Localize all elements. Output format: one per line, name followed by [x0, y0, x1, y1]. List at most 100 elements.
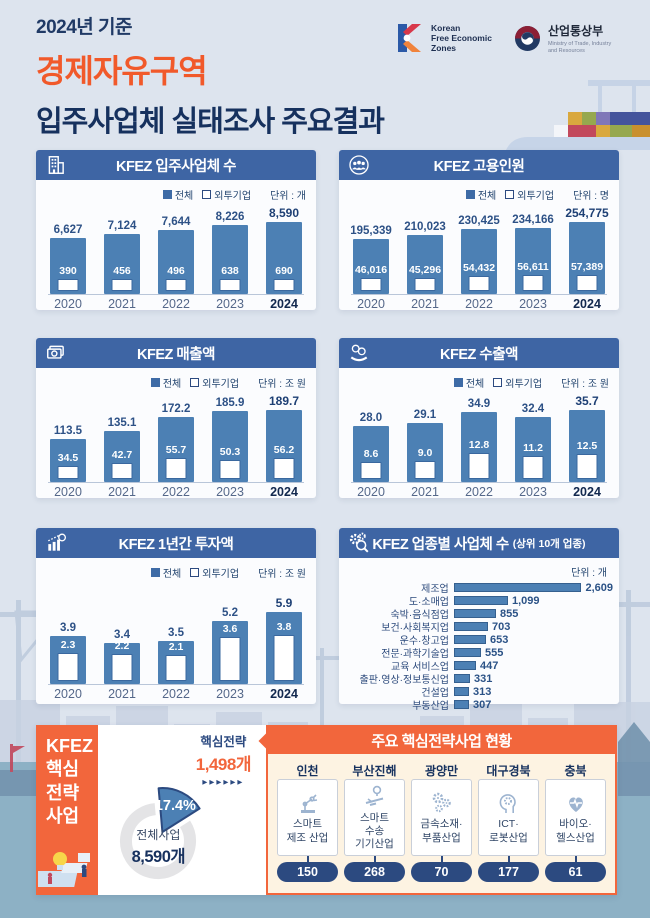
- chart-title: KFEZ 매출액: [137, 346, 215, 363]
- region-card: 스마트 제조 산업: [277, 779, 338, 856]
- total-bar: 8.6: [353, 426, 389, 482]
- bar-foreign-value: 2.2: [114, 640, 130, 652]
- industry-bar: [454, 622, 488, 631]
- industry-bar: [454, 661, 476, 670]
- industry-row: 숙박·음식점업 855: [343, 607, 613, 622]
- x-axis-tick-label: 2021: [411, 485, 439, 499]
- donut-slice: [157, 787, 201, 833]
- unit-label: 단위 : 조 원: [258, 569, 306, 580]
- industry-value: 703: [492, 620, 511, 633]
- innovation-illustration: [38, 852, 90, 887]
- x-axis-tick-label: 2020: [357, 297, 385, 311]
- unit-label: 단위 : 명: [573, 191, 609, 202]
- smart-transport-icon: [365, 785, 383, 806]
- bar-group: 28.0 8.6: [351, 412, 391, 482]
- foreign-bar: [273, 458, 295, 479]
- legend-foreign-swatch: [190, 378, 200, 387]
- bar-total-value: 32.4: [521, 403, 545, 415]
- bar-foreign-value: 57,389: [570, 261, 604, 273]
- x-axis-labels: 2020 2021 2022 2023 2024: [351, 297, 607, 311]
- total-bar: 34.5: [50, 439, 86, 482]
- industry-label: 운수·창고업: [399, 636, 449, 647]
- regions-panel-header: 주요 핵심전략사업 현황: [268, 727, 615, 754]
- region-gwangyang-bay: 광양만 금속소재· 부품산업 70: [411, 762, 472, 882]
- foreign-bar: [414, 461, 436, 479]
- x-axis-tick-label: 2024: [573, 297, 601, 311]
- foreign-bar: [576, 275, 598, 291]
- total-bar: 12.8: [461, 412, 497, 482]
- region-name: 충북: [564, 764, 587, 778]
- building-icon: [48, 156, 64, 174]
- foreign-bar: [360, 278, 382, 291]
- pill-connector: [440, 856, 443, 862]
- bar-chart-plot: 195,339 46,016 210,023 45,296 230,425 54,432 2…: [350, 202, 609, 295]
- x-axis-tick-label: 2020: [54, 297, 82, 311]
- bar-group: 5.9 3.8: [264, 596, 304, 684]
- x-axis-tick-label: 2021: [411, 297, 439, 311]
- bar-total-value: 113.5: [53, 425, 83, 437]
- chart-title: KFEZ 입주사업체 수: [116, 158, 236, 175]
- legend-foreign: 외투기업: [505, 187, 554, 202]
- bar-total-value: 195,339: [350, 225, 392, 237]
- x-axis-tick-label: 2024: [270, 297, 298, 311]
- legend-foreign-swatch: [190, 568, 200, 577]
- donut-ring: [120, 803, 197, 879]
- bar-total-value: 8,226: [215, 211, 245, 223]
- region-chungbuk: 충북 바이오· 헬스산업 61: [545, 762, 606, 882]
- robot-arm-icon: [300, 794, 317, 814]
- kfez-logo-line1: Korean: [431, 22, 461, 33]
- bar-chart-plot: 6,627 390 7,124 456 7,644 496 8,226 638 8,590 690: [48, 202, 304, 295]
- industry-row: 건설업 313: [343, 685, 613, 700]
- foreign-bar: [522, 275, 544, 291]
- industry-row: 교육 서비스업 447: [343, 659, 613, 674]
- report-year-label: 2024년 기준: [36, 17, 132, 38]
- bar-total-value: 8,590: [268, 206, 300, 220]
- industry-label: 건설업: [421, 688, 449, 699]
- pill-connector: [507, 856, 510, 862]
- x-axis-tick-label: 2024: [270, 687, 298, 701]
- region-name: 부산진해: [352, 764, 397, 778]
- bar-foreign-value: 2.1: [168, 641, 184, 653]
- legend-total: 전체: [150, 565, 181, 580]
- bar-group: 234,166 56,611: [512, 214, 554, 294]
- bar-foreign-value: 456: [113, 265, 131, 277]
- motie-logo: 산업통상부 Ministry of Trade, Industry and Re…: [514, 22, 611, 55]
- total-bar: 55.7: [158, 417, 194, 482]
- legend-foreign: 외투기업: [493, 375, 542, 390]
- motie-name-en: Ministry of Trade, Industry and Resource…: [548, 41, 611, 55]
- panel-employment-header: KFEZ 고용인원: [339, 150, 619, 180]
- pill-connector: [574, 856, 577, 862]
- donut-slice-label: 핵심전략: [200, 735, 247, 749]
- arrows-decor: ▶▶▶▶▶▶: [202, 779, 245, 786]
- bar-total-value: 28.0: [359, 412, 383, 424]
- ship-containers-decor: [506, 80, 650, 150]
- legend-total: 전체: [150, 375, 181, 390]
- donut-center-label: 전체사업 8,590개: [131, 828, 186, 866]
- region-busanjinhae: 부산진해 스마트 수송 기기산업 268: [344, 762, 405, 882]
- foreign-bar: [111, 654, 133, 681]
- bar-group: 135.1 42.7: [102, 417, 142, 482]
- bar-foreign-value: 46,016: [354, 264, 388, 276]
- region-list: 인천 스마트 제조 산업 150 부산진해: [268, 754, 615, 882]
- chart-legend: 전체 외투기업 단위 : 개: [36, 180, 316, 202]
- pill-connector: [306, 856, 309, 862]
- bar-total-value: 230,425: [458, 215, 500, 227]
- bar-total-value: 3.9: [60, 622, 76, 634]
- bar-group: 5.2 3.6: [210, 607, 250, 684]
- region-name: 인천: [296, 764, 319, 778]
- legend-total-swatch: [150, 378, 160, 387]
- bar-group: 6,627 390: [48, 224, 88, 294]
- bar-foreign-value: 12.5: [576, 440, 598, 452]
- bar-group: 3.9 2.3: [48, 622, 88, 684]
- bar-foreign-value: 3.6: [222, 623, 238, 635]
- bar-group: 254,775 57,389: [565, 206, 609, 294]
- foreign-bar: [111, 463, 133, 479]
- x-axis-tick-label: 2022: [162, 485, 190, 499]
- total-bar: 57,389: [569, 222, 605, 294]
- donut-callout: 핵심전략 1,498개 ▶▶▶▶▶▶: [180, 731, 266, 786]
- motie-name-en-line1: Ministry of Trade, Industry: [547, 41, 612, 47]
- x-axis-tick-label: 2023: [216, 485, 244, 499]
- bar-group: 230,425 54,432: [458, 215, 500, 294]
- donut-slice-value: 1,498개: [195, 755, 252, 774]
- regions-panel-title: 주요 핵심전략사업 현황: [371, 733, 512, 750]
